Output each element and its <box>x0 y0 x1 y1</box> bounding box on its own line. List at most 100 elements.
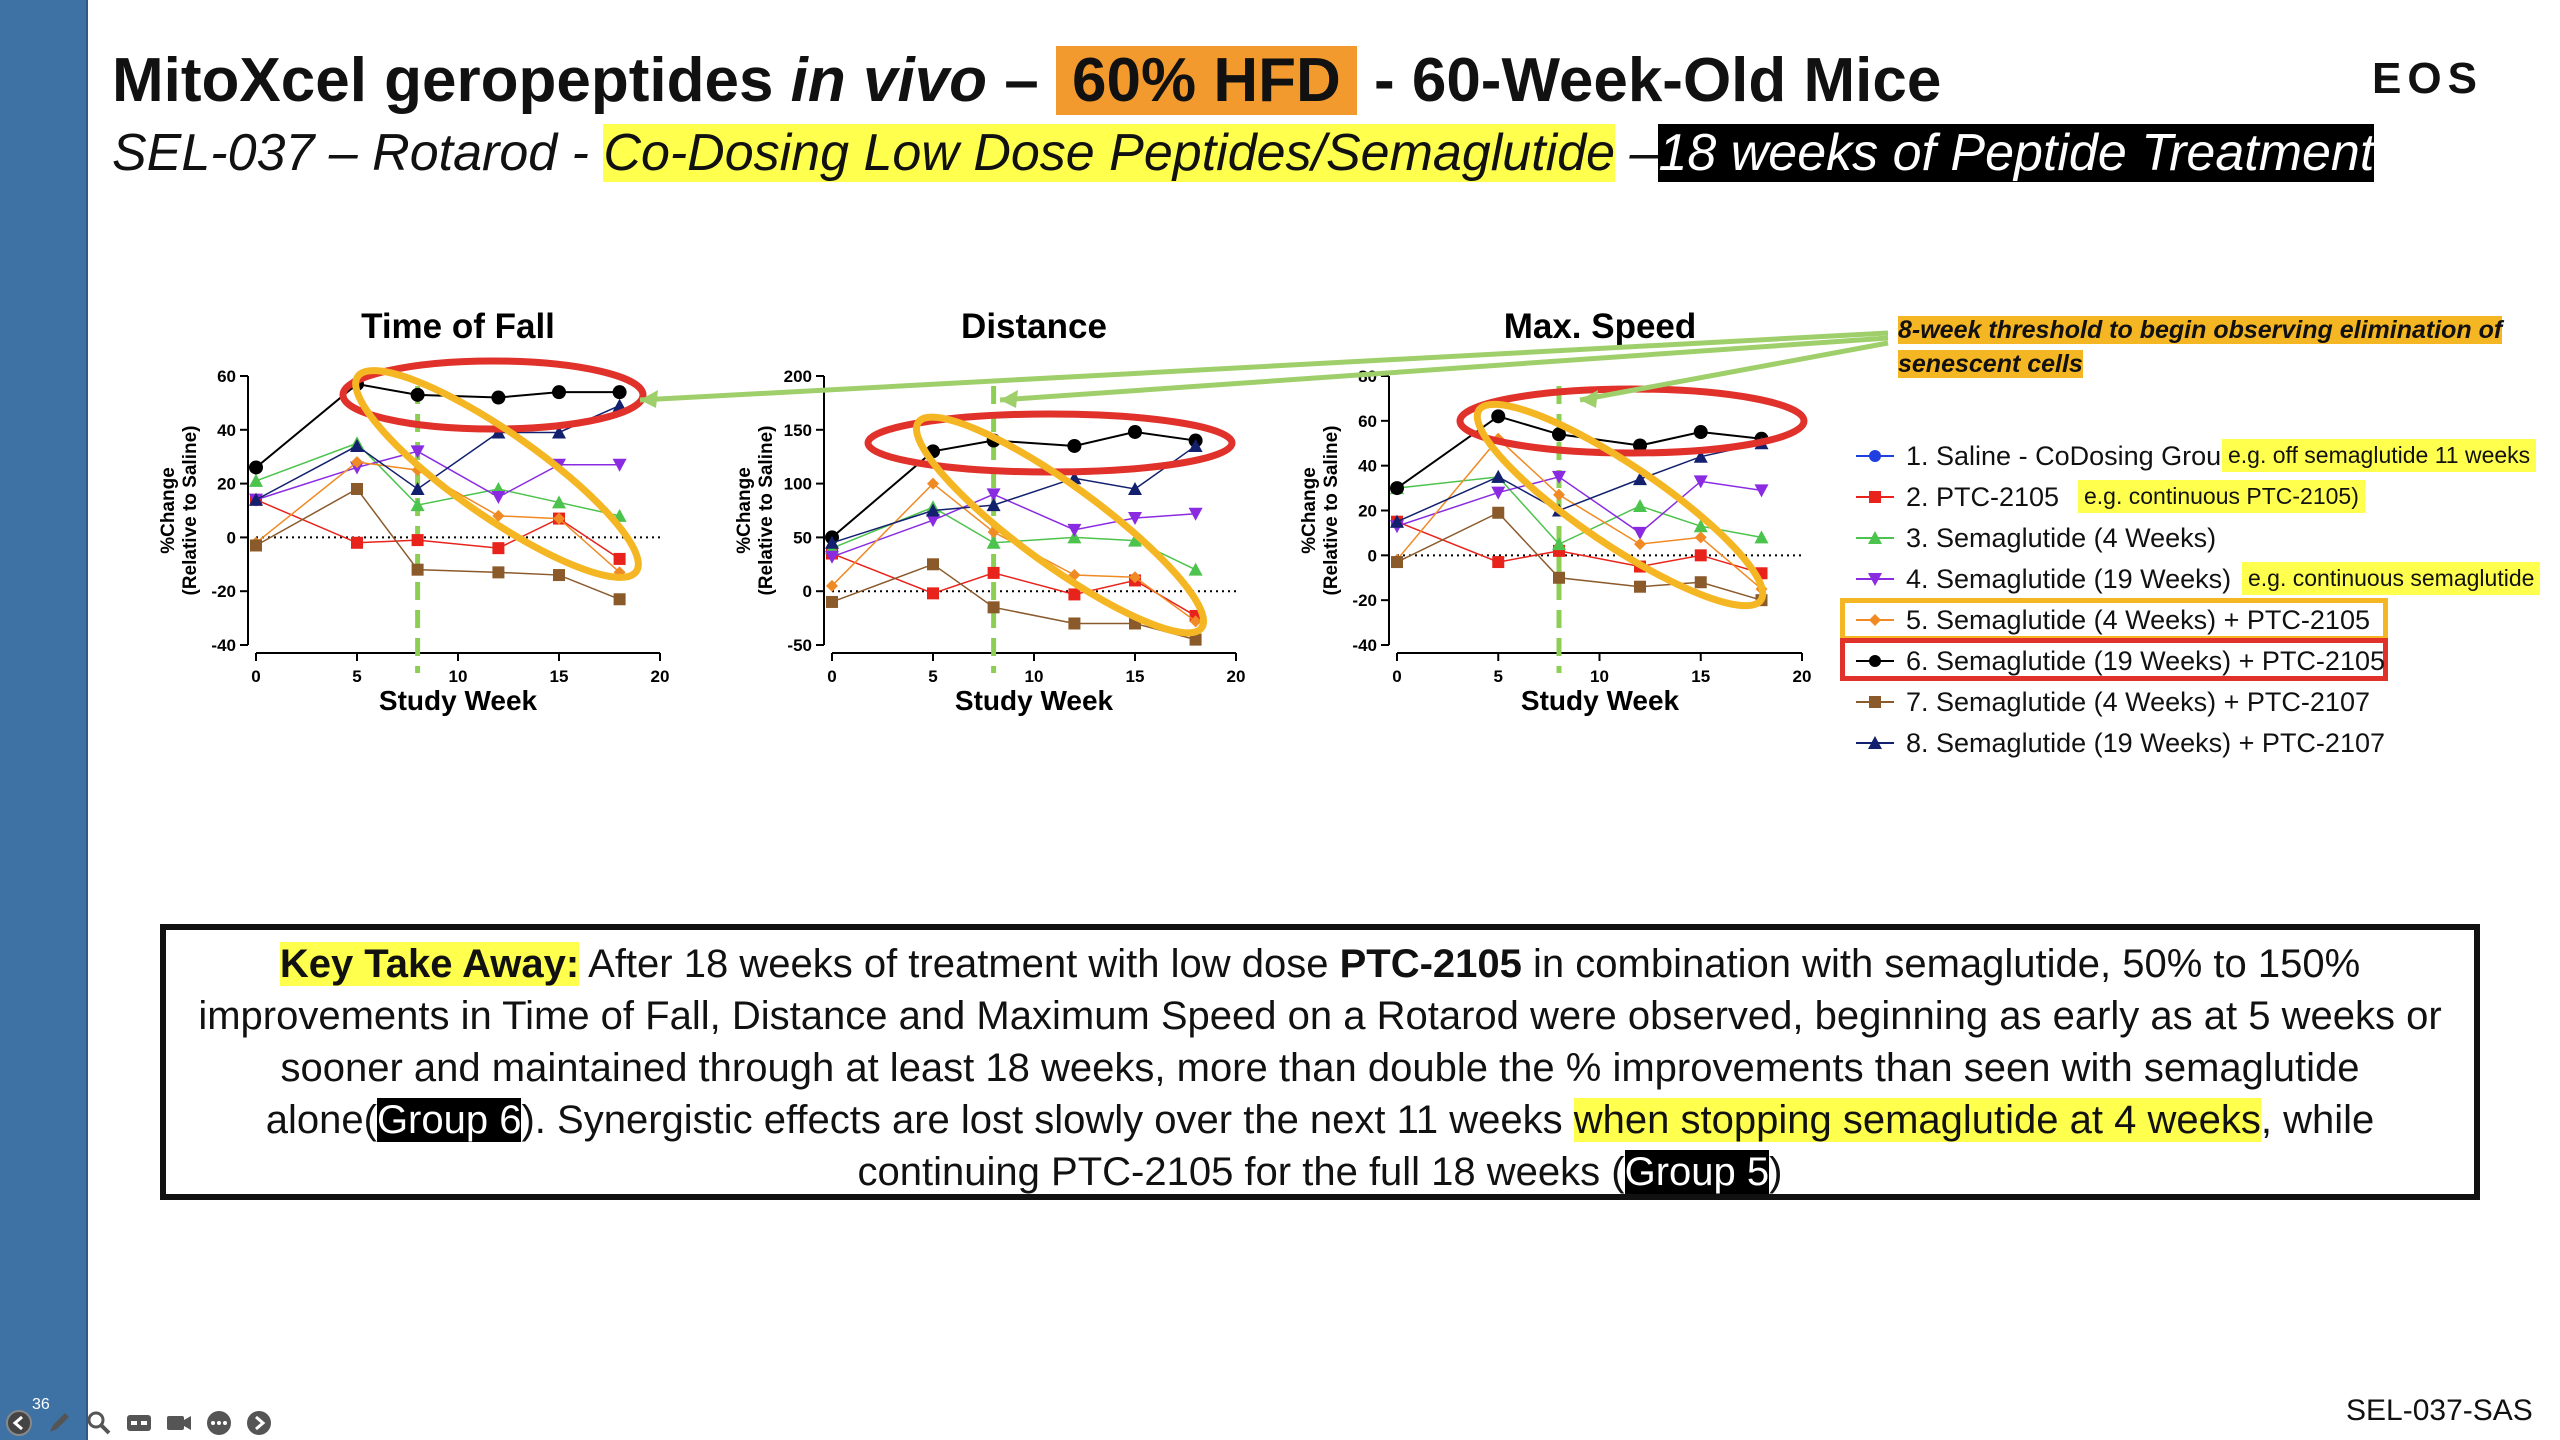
orange-highlight-ellipse <box>1473 400 1767 610</box>
legend-item: 5. Semaglutide (4 Weeks) + PTC-2105 <box>1850 600 2550 641</box>
data-point <box>351 456 363 469</box>
annotation-arrow <box>1579 340 1889 403</box>
data-point <box>1754 484 1769 498</box>
data-point <box>1492 556 1505 569</box>
series-line <box>255 461 621 573</box>
legend-note: e.g. continuous PTC-2105) <box>2078 480 2365 513</box>
series-line <box>831 493 1196 558</box>
y-tick-label: 20 <box>1358 502 1377 521</box>
legend-item: 1. Saline - CoDosing Group e.g. off semag… <box>1850 436 2550 477</box>
data-point <box>826 579 838 592</box>
forward-icon[interactable] <box>244 1408 274 1438</box>
data-point <box>410 387 425 402</box>
camera-icon[interactable] <box>164 1408 194 1438</box>
data-point <box>1188 562 1203 576</box>
data-point <box>1553 488 1565 501</box>
group6-label: Group 6 <box>376 1098 522 1142</box>
data-point <box>411 534 424 547</box>
data-point <box>350 438 364 452</box>
company-logo: EOS <box>2372 54 2483 103</box>
legend-marker <box>1856 491 1894 503</box>
series-line <box>1396 437 1762 590</box>
data-point <box>492 566 505 579</box>
slide-title: MitoXcel geropeptides in vivo – 60% HFD … <box>112 46 1942 115</box>
data-point <box>1754 530 1769 544</box>
key-takeaway-box: Key Take Away: After 18 weeks of treatme… <box>160 924 2480 1200</box>
annotation-arrow <box>999 335 1889 403</box>
back-icon[interactable] <box>4 1408 34 1438</box>
data-point <box>1491 486 1506 500</box>
legend-item: 4. Semaglutide (19 Weeks) e.g. continuous… <box>1850 559 2550 600</box>
data-point <box>613 593 626 606</box>
data-point <box>491 491 506 505</box>
data-point <box>1693 519 1708 533</box>
data-point <box>1390 481 1404 496</box>
x-tick-label: 15 <box>550 667 569 686</box>
x-tick-label: 15 <box>1691 667 1710 686</box>
data-point <box>1188 438 1203 452</box>
data-point <box>1869 655 1881 667</box>
data-point <box>1491 469 1506 483</box>
legend-marker <box>1856 655 1894 667</box>
data-point <box>1634 580 1646 593</box>
sidebar <box>0 0 88 1440</box>
data-point <box>351 536 363 549</box>
data-point <box>926 514 940 528</box>
data-point <box>1693 475 1708 489</box>
data-point <box>987 566 1000 579</box>
legend-marker <box>1856 573 1894 586</box>
x-tick-label: 10 <box>1590 667 1609 686</box>
x-tick-label: 0 <box>251 667 260 686</box>
group5-label: Group 5 <box>1624 1150 1770 1194</box>
data-point <box>410 481 425 495</box>
data-point <box>1553 571 1565 584</box>
data-point <box>1067 530 1082 544</box>
chart-max-speed: Max. Speed-40-2002040608005101520Study W… <box>1299 307 1811 716</box>
chart-distance: Distance -50 0 50 100 150 200 0 5 10 15 20 Study Wee… <box>734 307 1245 716</box>
legend-marker <box>1856 696 1894 708</box>
data-point <box>1128 512 1142 526</box>
legend-highlight-red-box <box>1840 638 2388 681</box>
data-point <box>1868 736 1882 749</box>
captions-icon[interactable] <box>124 1408 154 1438</box>
more-icon[interactable] <box>204 1408 234 1438</box>
data-point <box>1492 506 1505 519</box>
x-tick-label: 0 <box>1392 667 1401 686</box>
title-highlight: 60% HFD <box>1056 46 1357 115</box>
y-tick-label: 60 <box>1358 412 1377 431</box>
x-tick-label: 15 <box>1126 667 1145 686</box>
series-line <box>255 404 620 501</box>
data-point <box>1128 533 1142 547</box>
x-tick-label: 20 <box>1793 667 1812 686</box>
series-line <box>255 488 620 600</box>
legend-note: e.g. off semaglutide 11 weeks <box>2222 439 2537 472</box>
data-point <box>1188 507 1203 521</box>
data-point <box>826 595 838 608</box>
data-point <box>552 425 566 439</box>
data-point <box>1634 538 1646 551</box>
data-point <box>1868 531 1882 544</box>
data-point <box>1390 514 1404 528</box>
chart-title: Distance <box>961 307 1107 346</box>
y-axis-label: (Relative to Saline) <box>180 426 201 596</box>
pen-icon[interactable] <box>44 1408 74 1438</box>
data-point <box>1869 450 1881 462</box>
data-point <box>1068 588 1081 601</box>
legend-marker <box>1856 531 1894 544</box>
data-point <box>987 601 1000 614</box>
data-point <box>612 385 627 400</box>
data-point <box>553 512 565 525</box>
y-tick-label: 150 <box>784 421 812 440</box>
data-point <box>1868 573 1882 586</box>
y-axis-label: %Change <box>734 467 755 554</box>
charts-canvas: Time of Fall -40 -20 0 20 40 60 0 5 10 15 20 Study W… <box>158 307 1889 716</box>
data-point <box>492 542 505 555</box>
y-tick-label: 60 <box>217 367 236 386</box>
zoom-icon[interactable] <box>84 1408 114 1438</box>
data-point <box>552 495 566 509</box>
data-point <box>1694 576 1707 589</box>
legend-marker <box>1856 736 1894 749</box>
data-point <box>250 539 262 552</box>
data-point <box>1067 438 1082 453</box>
data-point <box>1633 438 1647 453</box>
